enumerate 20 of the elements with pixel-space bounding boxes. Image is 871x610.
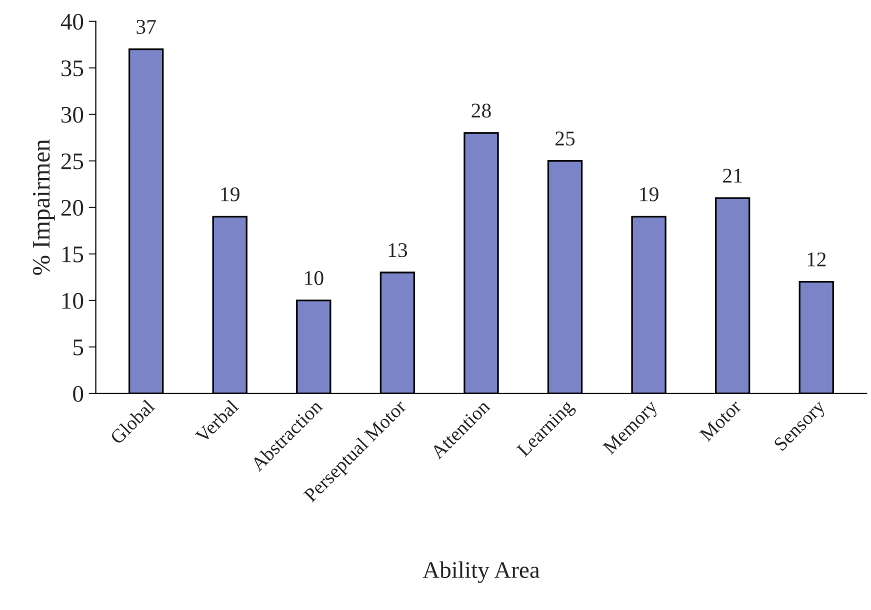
- data-label: 37: [136, 20, 156, 34]
- data-label: 21: [723, 168, 742, 183]
- x-axis-title: Ability Area: [422, 561, 540, 583]
- data-label: 19: [221, 187, 240, 202]
- y-tick-label: 5: [74, 340, 84, 356]
- y-tick-label: 0: [73, 386, 84, 402]
- data-label: 10: [305, 271, 324, 286]
- y-tick-label: 35: [62, 60, 84, 76]
- y-tick-label: 15: [62, 246, 84, 262]
- data-label: 13: [388, 243, 408, 258]
- y-tick-label: 30: [62, 106, 84, 123]
- data-label: 28: [472, 104, 491, 118]
- data-label: 25: [556, 132, 575, 146]
- y-tick-label: 20: [61, 200, 84, 216]
- y-tick-label: 40: [60, 14, 84, 30]
- y-tick-label: 25: [61, 153, 84, 170]
- y-axis-title: % Impairmen: [32, 139, 55, 275]
- data-label: 12: [808, 252, 826, 266]
- data-label: 19: [640, 187, 658, 202]
- y-tick-label: 10: [62, 292, 84, 309]
